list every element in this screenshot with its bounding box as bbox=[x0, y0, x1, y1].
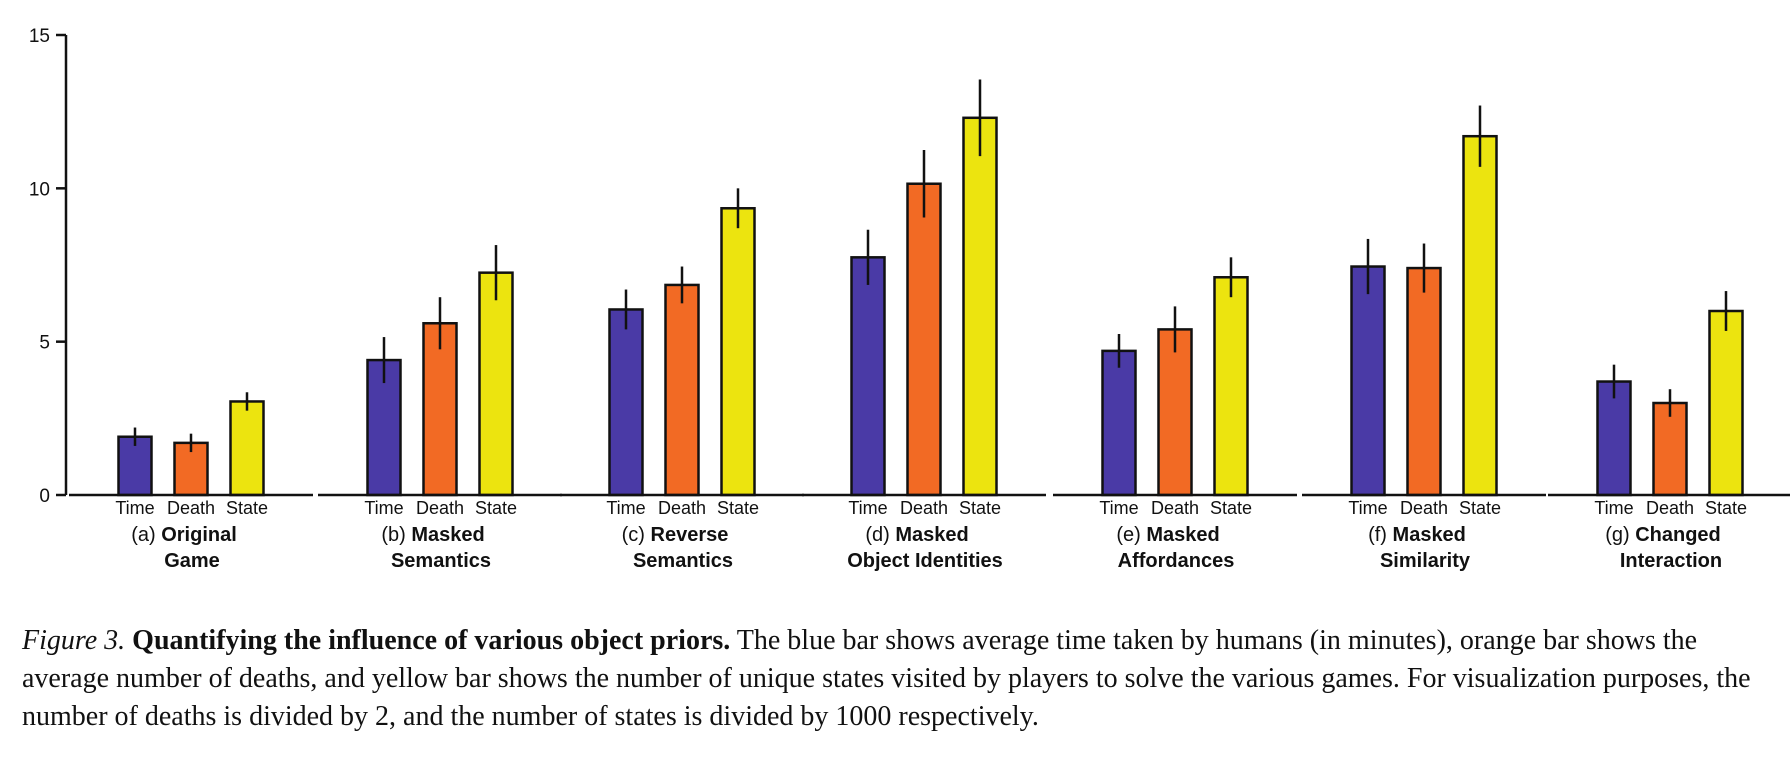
panel-label-line1: (a) Original bbox=[131, 524, 237, 546]
x-tick-label-death: Death bbox=[900, 498, 948, 518]
panel-label-line2: Semantics bbox=[633, 550, 733, 572]
x-tick-label-time: Time bbox=[1594, 498, 1633, 518]
x-tick-label-time: Time bbox=[848, 498, 887, 518]
panel-prefix: (c) bbox=[622, 524, 651, 546]
x-tick-label-death: Death bbox=[167, 498, 215, 518]
x-tick-label-time: Time bbox=[1348, 498, 1387, 518]
bar-group-g: Time Death State (g) Changed Interaction bbox=[1548, 291, 1790, 572]
panel-label-line2: Interaction bbox=[1620, 550, 1722, 572]
x-tick-label-state: State bbox=[475, 498, 517, 518]
y-tick-label: 10 bbox=[29, 179, 50, 200]
x-tick-label-state: State bbox=[717, 498, 759, 518]
bar-group-c: Time Death State (c) Reverse Semantics bbox=[560, 188, 804, 572]
bar-state bbox=[962, 116, 998, 497]
y-tick-label: 0 bbox=[39, 486, 50, 507]
panel-label-line1: (d) Masked bbox=[865, 524, 968, 546]
panel-name: Reverse bbox=[651, 524, 729, 546]
panel-name: Original bbox=[161, 524, 237, 546]
bar-state bbox=[1462, 134, 1498, 497]
bar-death bbox=[1157, 328, 1193, 497]
panel-label-line1: (c) Reverse bbox=[622, 524, 729, 546]
panel-label-line1: (f) Masked bbox=[1368, 524, 1466, 546]
bar-death bbox=[664, 283, 700, 497]
panel-prefix: (f) bbox=[1368, 524, 1392, 546]
bar-state bbox=[1708, 309, 1744, 497]
panel-prefix: (g) bbox=[1605, 524, 1635, 546]
x-tick-label-time: Time bbox=[364, 498, 403, 518]
bar-group-a: Time Death State (a) Original Game bbox=[69, 392, 313, 572]
caption-figure-label: Figure 3. bbox=[22, 625, 126, 656]
bar-time bbox=[608, 308, 644, 497]
figure-caption: Figure 3. Quantifying the influence of v… bbox=[22, 622, 1772, 736]
panel-prefix: (b) bbox=[381, 524, 411, 546]
bar-state bbox=[720, 207, 756, 497]
x-tick-label-time: Time bbox=[115, 498, 154, 518]
bar-time bbox=[850, 256, 886, 497]
caption-text: The blue bar shows average time taken by… bbox=[22, 625, 1751, 732]
x-tick-label-state: State bbox=[959, 498, 1001, 518]
panel-prefix: (e) bbox=[1116, 524, 1146, 546]
panel-name: Masked bbox=[411, 524, 484, 546]
panel-name: Masked bbox=[1393, 524, 1466, 546]
x-tick-label-death: Death bbox=[658, 498, 706, 518]
bar-time bbox=[1596, 380, 1632, 497]
x-tick-label-state: State bbox=[1705, 498, 1747, 518]
bar-group-f: Time Death State (f) Masked Similarity bbox=[1302, 105, 1546, 572]
panel-label-line2: Game bbox=[164, 550, 220, 572]
bar-state bbox=[1213, 276, 1249, 497]
panel-label-line2: Similarity bbox=[1380, 550, 1471, 572]
panel-name: Masked bbox=[895, 524, 968, 546]
x-tick-label-state: State bbox=[226, 498, 268, 518]
bar-death bbox=[906, 182, 942, 497]
bar-state bbox=[229, 400, 265, 497]
panel-name: Masked bbox=[1146, 524, 1219, 546]
bar-death bbox=[1406, 266, 1442, 497]
x-tick-label-state: State bbox=[1210, 498, 1252, 518]
x-tick-label-state: State bbox=[1459, 498, 1501, 518]
y-tick-label: 5 bbox=[39, 333, 50, 354]
panel-label-line1: (b) Masked bbox=[381, 524, 484, 546]
bar-time bbox=[1101, 349, 1137, 497]
panel-label-line1: (g) Changed bbox=[1605, 524, 1721, 546]
bar-group-e: Time Death State (e) Masked Affordances bbox=[1053, 257, 1297, 572]
panel-name: Changed bbox=[1635, 524, 1721, 546]
bar-death bbox=[1652, 401, 1688, 497]
x-tick-label-time: Time bbox=[606, 498, 645, 518]
panel-label-line2: Semantics bbox=[391, 550, 491, 572]
x-tick-label-death: Death bbox=[1400, 498, 1448, 518]
panel-prefix: (d) bbox=[865, 524, 895, 546]
bar-state bbox=[478, 271, 514, 497]
bar-time bbox=[1350, 265, 1386, 497]
x-tick-label-death: Death bbox=[1646, 498, 1694, 518]
caption-title: Quantifying the influence of various obj… bbox=[132, 625, 731, 656]
panel-label-line2: Object Identities bbox=[847, 550, 1003, 572]
panel-label-line1: (e) Masked bbox=[1116, 524, 1219, 546]
bar-death bbox=[422, 322, 458, 497]
bar-group-b: Time Death State (b) Masked Semantics bbox=[318, 245, 562, 572]
x-tick-label-time: Time bbox=[1099, 498, 1138, 518]
panel-label-line2: Affordances bbox=[1118, 550, 1235, 572]
y-tick-label: 15 bbox=[29, 26, 50, 47]
bar-group-d: Time Death State (d) Masked Object Identitie… bbox=[802, 79, 1046, 572]
x-tick-label-death: Death bbox=[416, 498, 464, 518]
panel-prefix: (a) bbox=[131, 524, 161, 546]
x-tick-label-death: Death bbox=[1151, 498, 1199, 518]
